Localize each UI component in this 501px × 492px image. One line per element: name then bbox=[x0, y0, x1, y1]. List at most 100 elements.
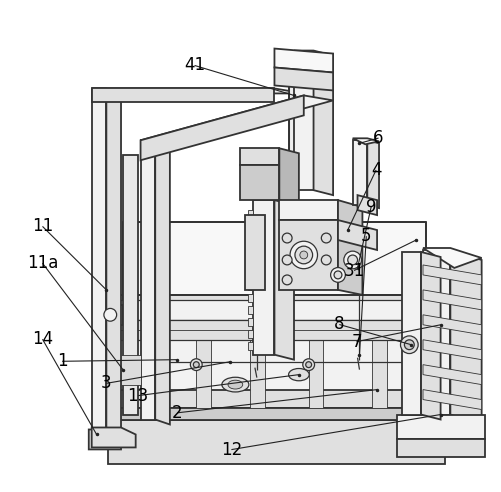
Polygon shape bbox=[352, 140, 367, 205]
Text: 41: 41 bbox=[184, 57, 205, 74]
Polygon shape bbox=[247, 270, 253, 278]
Polygon shape bbox=[249, 310, 264, 407]
Circle shape bbox=[282, 275, 292, 285]
Polygon shape bbox=[240, 165, 279, 200]
Polygon shape bbox=[337, 220, 376, 250]
Polygon shape bbox=[367, 140, 378, 208]
Circle shape bbox=[321, 255, 331, 265]
Polygon shape bbox=[244, 215, 264, 290]
Text: 7: 7 bbox=[351, 333, 361, 351]
Polygon shape bbox=[396, 415, 483, 439]
Circle shape bbox=[290, 241, 317, 269]
Text: 9: 9 bbox=[365, 198, 376, 216]
Circle shape bbox=[282, 233, 292, 243]
Circle shape bbox=[330, 268, 345, 282]
Polygon shape bbox=[279, 200, 337, 220]
Circle shape bbox=[347, 255, 357, 265]
Polygon shape bbox=[422, 340, 480, 360]
Circle shape bbox=[295, 246, 312, 264]
Polygon shape bbox=[422, 265, 480, 285]
Text: 2: 2 bbox=[172, 404, 182, 422]
Polygon shape bbox=[123, 155, 137, 415]
Ellipse shape bbox=[227, 380, 242, 389]
Polygon shape bbox=[289, 53, 333, 190]
Circle shape bbox=[343, 251, 361, 269]
Polygon shape bbox=[274, 67, 333, 91]
Polygon shape bbox=[247, 246, 253, 254]
Polygon shape bbox=[121, 328, 447, 340]
Polygon shape bbox=[422, 315, 480, 335]
Circle shape bbox=[282, 255, 292, 265]
Polygon shape bbox=[313, 53, 333, 195]
Polygon shape bbox=[420, 252, 440, 420]
Polygon shape bbox=[147, 310, 162, 407]
Text: 3: 3 bbox=[101, 374, 111, 393]
Polygon shape bbox=[247, 282, 253, 290]
Polygon shape bbox=[247, 342, 253, 350]
Polygon shape bbox=[401, 252, 420, 415]
Text: 4: 4 bbox=[370, 161, 381, 179]
Polygon shape bbox=[108, 305, 123, 325]
Polygon shape bbox=[337, 200, 362, 295]
Circle shape bbox=[302, 359, 314, 370]
Polygon shape bbox=[357, 195, 376, 215]
Circle shape bbox=[104, 308, 116, 321]
Polygon shape bbox=[92, 91, 106, 430]
Circle shape bbox=[321, 233, 331, 243]
Circle shape bbox=[400, 336, 417, 354]
Polygon shape bbox=[240, 148, 279, 165]
Polygon shape bbox=[279, 148, 298, 205]
Polygon shape bbox=[396, 439, 483, 458]
Polygon shape bbox=[422, 365, 480, 385]
Text: 5: 5 bbox=[360, 227, 371, 245]
Text: 11a: 11a bbox=[27, 254, 58, 272]
Text: 31: 31 bbox=[343, 262, 364, 279]
Polygon shape bbox=[247, 258, 253, 266]
Polygon shape bbox=[422, 250, 449, 415]
Polygon shape bbox=[113, 407, 444, 420]
Ellipse shape bbox=[221, 377, 248, 392]
Polygon shape bbox=[140, 140, 155, 420]
Polygon shape bbox=[422, 290, 480, 310]
Circle shape bbox=[305, 362, 311, 368]
Polygon shape bbox=[247, 330, 253, 338]
Polygon shape bbox=[247, 318, 253, 326]
Circle shape bbox=[333, 271, 341, 279]
Polygon shape bbox=[155, 140, 169, 425]
Polygon shape bbox=[113, 390, 444, 407]
Text: 12: 12 bbox=[220, 441, 241, 459]
Text: 14: 14 bbox=[32, 330, 53, 348]
Polygon shape bbox=[422, 248, 480, 268]
Polygon shape bbox=[247, 234, 253, 242]
Polygon shape bbox=[92, 89, 303, 93]
Circle shape bbox=[299, 251, 307, 259]
Polygon shape bbox=[123, 295, 425, 315]
Polygon shape bbox=[371, 310, 386, 407]
Polygon shape bbox=[294, 51, 333, 61]
Polygon shape bbox=[422, 390, 480, 409]
Polygon shape bbox=[121, 355, 140, 385]
Polygon shape bbox=[274, 49, 333, 72]
Polygon shape bbox=[140, 95, 303, 160]
Polygon shape bbox=[108, 295, 459, 420]
Text: 6: 6 bbox=[373, 129, 383, 147]
Polygon shape bbox=[247, 306, 253, 314]
Polygon shape bbox=[121, 310, 447, 328]
Circle shape bbox=[190, 359, 202, 370]
Polygon shape bbox=[106, 91, 121, 434]
Text: 11: 11 bbox=[32, 217, 53, 235]
Polygon shape bbox=[92, 89, 274, 102]
Polygon shape bbox=[247, 222, 253, 230]
Text: 13: 13 bbox=[127, 387, 148, 404]
Polygon shape bbox=[92, 89, 121, 98]
Polygon shape bbox=[108, 420, 444, 464]
Polygon shape bbox=[308, 310, 323, 407]
Polygon shape bbox=[247, 210, 253, 218]
Polygon shape bbox=[118, 320, 440, 340]
Polygon shape bbox=[247, 294, 253, 302]
Circle shape bbox=[193, 362, 199, 368]
Polygon shape bbox=[123, 222, 425, 295]
Polygon shape bbox=[118, 300, 440, 320]
Polygon shape bbox=[352, 138, 378, 144]
Polygon shape bbox=[140, 95, 333, 145]
